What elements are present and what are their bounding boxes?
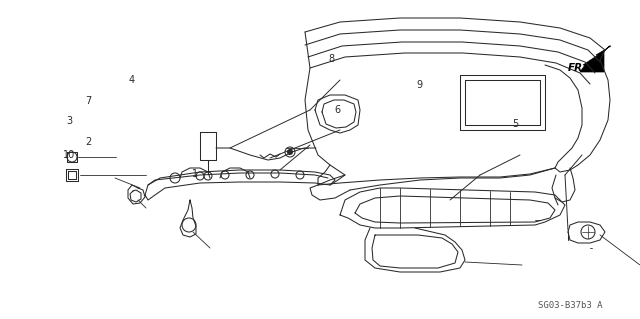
Text: 10: 10	[63, 150, 76, 160]
Text: 7: 7	[85, 96, 92, 107]
Text: 3: 3	[66, 116, 72, 126]
Text: 8: 8	[328, 54, 335, 64]
Text: 9: 9	[416, 79, 422, 90]
Text: 2: 2	[85, 137, 92, 147]
Text: 5: 5	[512, 119, 518, 130]
Text: 6: 6	[335, 105, 341, 115]
Polygon shape	[580, 46, 611, 72]
Text: FR.: FR.	[568, 63, 588, 73]
Text: SG03-B37b3 A: SG03-B37b3 A	[538, 300, 602, 309]
Text: 4: 4	[128, 75, 134, 85]
Circle shape	[287, 150, 292, 154]
Text: 1: 1	[192, 169, 198, 179]
